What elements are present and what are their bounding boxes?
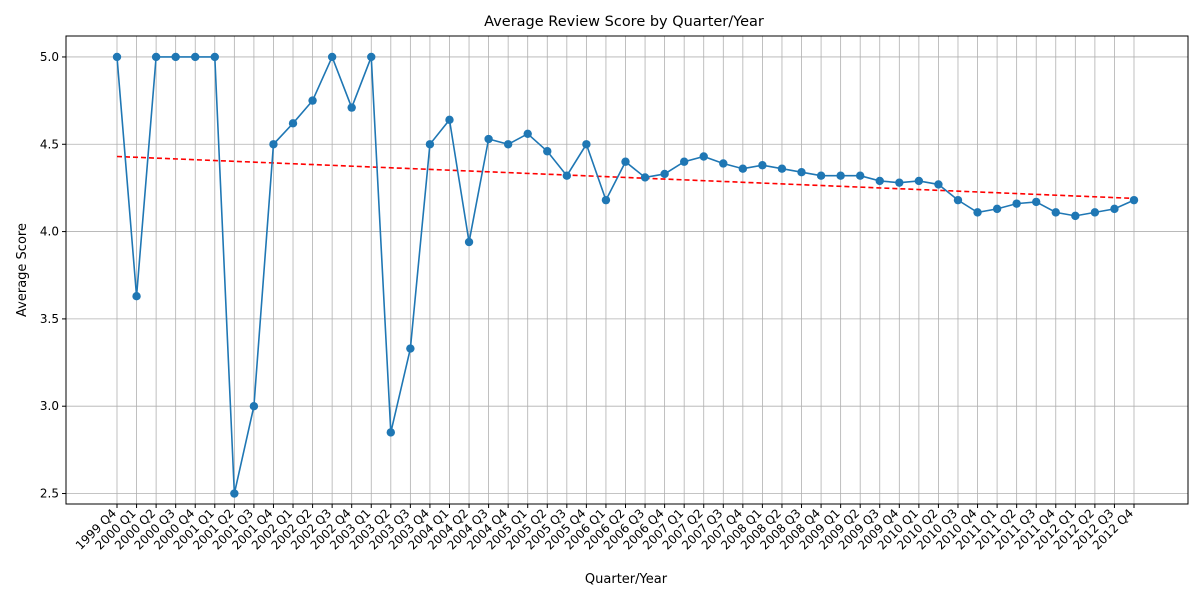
data-point xyxy=(562,171,572,180)
data-point xyxy=(1110,204,1119,214)
data-point xyxy=(1129,195,1139,205)
data-point xyxy=(230,489,239,498)
data-point xyxy=(836,171,845,180)
data-point xyxy=(719,159,728,168)
y-axis-ticks: 2.5 3.0 3.5 4.0 4.5 5.0 xyxy=(40,50,66,501)
data-point xyxy=(445,115,454,125)
data-point xyxy=(895,178,904,187)
data-point xyxy=(934,180,943,189)
data-point xyxy=(191,52,200,62)
y-tick-label: 3.0 xyxy=(40,399,59,413)
data-point xyxy=(875,176,884,186)
data-point xyxy=(151,52,161,62)
data-point xyxy=(973,208,982,217)
data-point xyxy=(621,157,630,166)
y-axis-label: Average Score xyxy=(15,223,30,317)
data-point xyxy=(484,134,493,144)
data-point xyxy=(386,428,396,437)
data-point xyxy=(249,402,259,411)
series-layer xyxy=(112,52,1139,498)
data-point xyxy=(210,52,219,62)
data-point xyxy=(503,140,513,149)
chart-title: Average Review Score by Quarter/Year xyxy=(484,14,764,30)
data-point xyxy=(797,168,806,177)
data-point xyxy=(543,147,552,156)
data-point xyxy=(308,96,317,105)
data-point xyxy=(406,344,415,353)
data-point xyxy=(523,129,532,138)
data-point xyxy=(1071,211,1080,221)
data-point xyxy=(327,52,337,62)
y-tick-label: 2.5 xyxy=(40,487,59,501)
data-point xyxy=(269,140,278,149)
data-point xyxy=(738,164,748,173)
data-point xyxy=(1051,208,1060,217)
data-point xyxy=(367,52,376,62)
y-tick-label: 4.0 xyxy=(40,225,59,239)
data-point xyxy=(816,171,826,180)
data-point xyxy=(914,176,924,186)
data-point xyxy=(758,161,767,170)
data-point xyxy=(855,171,865,180)
y-tick-label: 3.5 xyxy=(40,312,59,326)
data-point xyxy=(640,173,650,182)
data-point xyxy=(1090,208,1100,217)
data-point xyxy=(953,195,963,205)
plot-frame xyxy=(65,35,1189,505)
data-point xyxy=(464,237,474,247)
data-point xyxy=(679,157,689,166)
trendline xyxy=(116,155,1135,200)
y-tick-label: 5.0 xyxy=(40,50,59,64)
data-point xyxy=(699,152,708,161)
data-point xyxy=(1012,199,1021,208)
data-point xyxy=(171,52,180,62)
data-point xyxy=(132,291,141,301)
data-point xyxy=(288,119,298,128)
data-point xyxy=(992,204,1002,214)
data-point xyxy=(582,140,591,149)
data-point xyxy=(660,169,669,179)
grid-layer xyxy=(66,36,1188,504)
data-point xyxy=(1032,197,1041,207)
data-point xyxy=(601,195,611,205)
trendline-layer xyxy=(116,155,1135,200)
data-point xyxy=(347,103,356,112)
y-tick-label: 4.5 xyxy=(40,137,59,151)
x-axis-label: Quarter/Year xyxy=(585,572,668,587)
data-point xyxy=(777,164,787,173)
data-point xyxy=(425,140,435,149)
data-point xyxy=(112,52,122,62)
